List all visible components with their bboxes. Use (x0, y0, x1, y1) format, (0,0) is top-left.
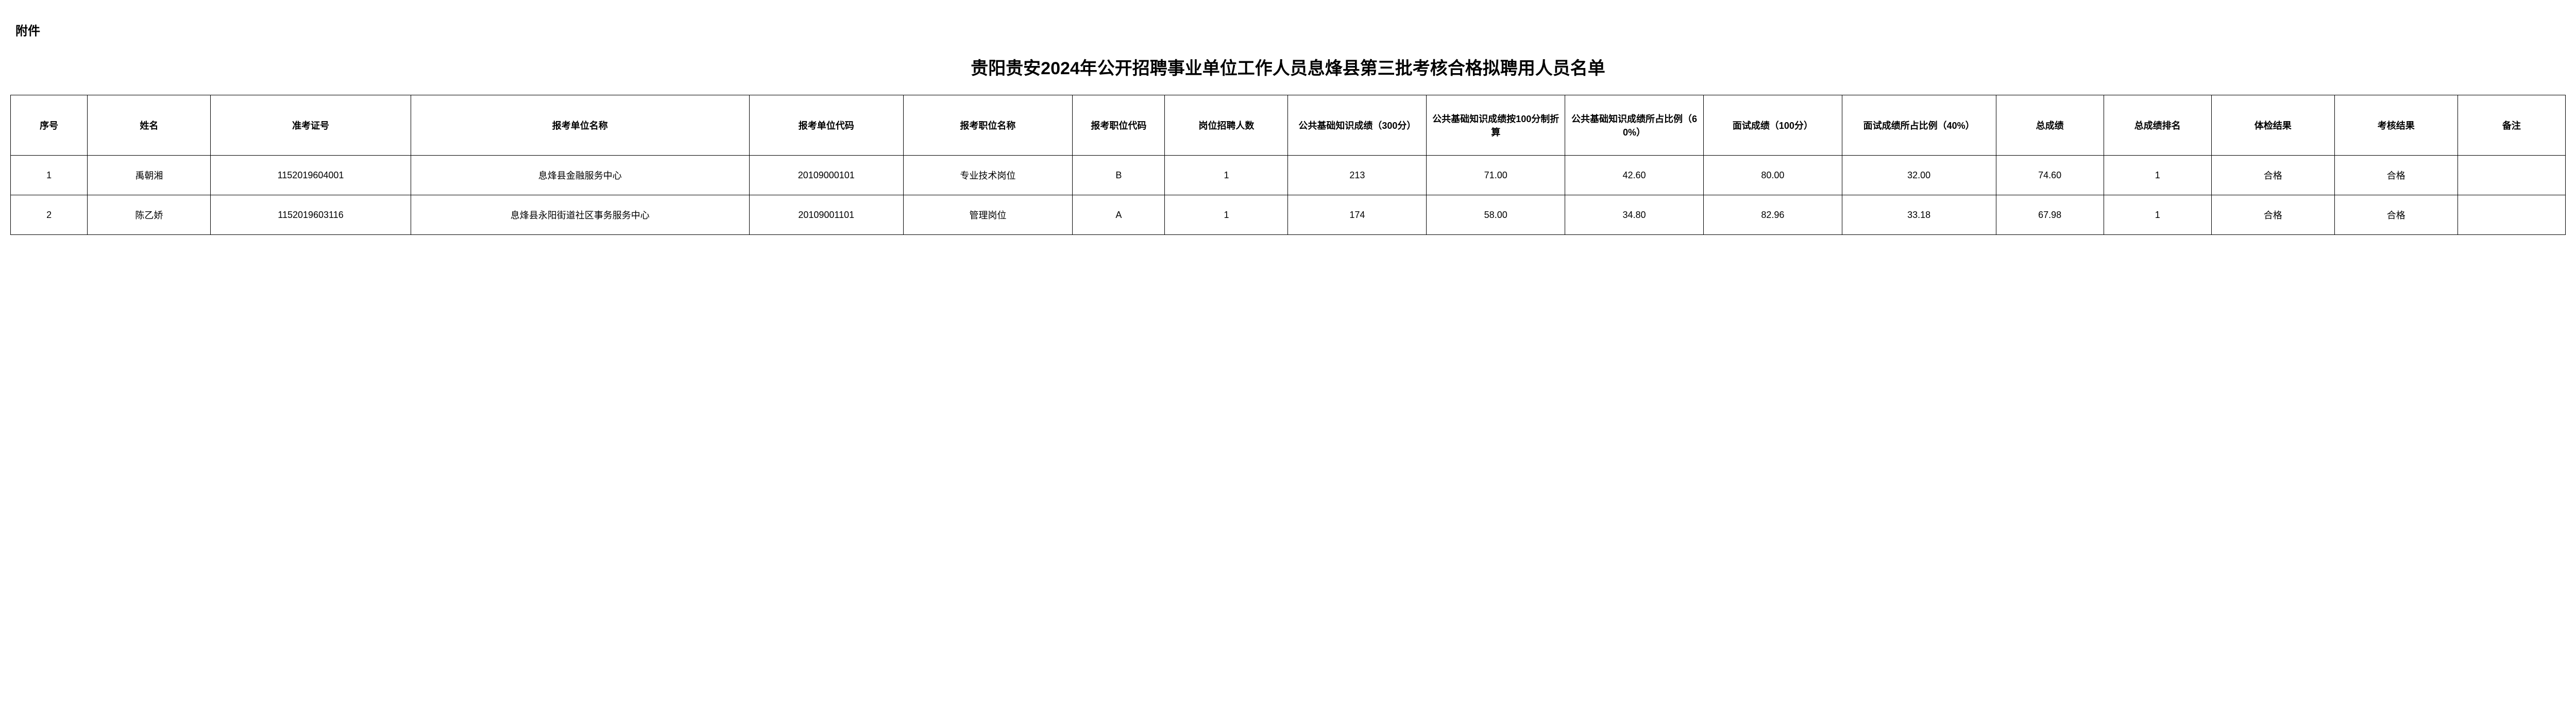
cell-ticket: 1152019604001 (211, 156, 411, 195)
cell-score300: 174 (1288, 195, 1427, 235)
cell-name: 陈乙娇 (88, 195, 211, 235)
cell-assess: 合格 (2334, 195, 2458, 235)
col-total: 总成绩 (1996, 95, 2104, 156)
cell-unit: 息烽县金融服务中心 (411, 156, 749, 195)
col-unit: 报考单位名称 (411, 95, 749, 156)
col-recruit: 岗位招聘人数 (1165, 95, 1288, 156)
cell-ratio40: 32.00 (1842, 156, 1996, 195)
cell-total: 74.60 (1996, 156, 2104, 195)
cell-assess: 合格 (2334, 156, 2458, 195)
table-row: 1 禹朝湘 1152019604001 息烽县金融服务中心 2010900010… (11, 156, 2566, 195)
table-row: 2 陈乙娇 1152019603116 息烽县永阳街道社区事务服务中心 2010… (11, 195, 2566, 235)
cell-score100conv: 71.00 (1427, 156, 1565, 195)
cell-score300: 213 (1288, 156, 1427, 195)
cell-seq: 1 (11, 156, 88, 195)
page-title: 贵阳贵安2024年公开招聘事业单位工作人员息烽县第三批考核合格拟聘用人员名单 (10, 54, 2566, 79)
col-score300: 公共基础知识成绩（300分） (1288, 95, 1427, 156)
cell-unit: 息烽县永阳街道社区事务服务中心 (411, 195, 749, 235)
col-physical: 体检结果 (2211, 95, 2334, 156)
cell-unitcode: 20109000101 (749, 156, 903, 195)
attachment-label: 附件 (15, 21, 2566, 39)
cell-posname: 管理岗位 (903, 195, 1073, 235)
cell-remark (2458, 156, 2565, 195)
col-poscode: 报考职位代码 (1073, 95, 1165, 156)
cell-remark (2458, 195, 2565, 235)
col-rank: 总成绩排名 (2104, 95, 2211, 156)
cell-physical: 合格 (2211, 156, 2334, 195)
col-unitcode: 报考单位代码 (749, 95, 903, 156)
col-assess: 考核结果 (2334, 95, 2458, 156)
cell-interview: 82.96 (1703, 195, 1842, 235)
col-ratio60: 公共基础知识成绩所占比例（60%） (1565, 95, 1704, 156)
col-ticket: 准考证号 (211, 95, 411, 156)
cell-physical: 合格 (2211, 195, 2334, 235)
cell-recruit: 1 (1165, 156, 1288, 195)
cell-ratio60: 42.60 (1565, 156, 1704, 195)
col-score100conv: 公共基础知识成绩按100分制折算 (1427, 95, 1565, 156)
col-interview: 面试成绩（100分） (1703, 95, 1842, 156)
table-header-row: 序号 姓名 准考证号 报考单位名称 报考单位代码 报考职位名称 报考职位代码 岗… (11, 95, 2566, 156)
cell-poscode: B (1073, 156, 1165, 195)
roster-table: 序号 姓名 准考证号 报考单位名称 报考单位代码 报考职位名称 报考职位代码 岗… (10, 95, 2566, 235)
cell-ratio60: 34.80 (1565, 195, 1704, 235)
cell-total: 67.98 (1996, 195, 2104, 235)
cell-recruit: 1 (1165, 195, 1288, 235)
col-name: 姓名 (88, 95, 211, 156)
cell-rank: 1 (2104, 195, 2211, 235)
cell-score100conv: 58.00 (1427, 195, 1565, 235)
cell-name: 禹朝湘 (88, 156, 211, 195)
cell-ticket: 1152019603116 (211, 195, 411, 235)
col-ratio40: 面试成绩所占比例（40%） (1842, 95, 1996, 156)
cell-ratio40: 33.18 (1842, 195, 1996, 235)
cell-poscode: A (1073, 195, 1165, 235)
cell-posname: 专业技术岗位 (903, 156, 1073, 195)
cell-seq: 2 (11, 195, 88, 235)
col-seq: 序号 (11, 95, 88, 156)
col-remark: 备注 (2458, 95, 2565, 156)
cell-rank: 1 (2104, 156, 2211, 195)
col-posname: 报考职位名称 (903, 95, 1073, 156)
cell-unitcode: 20109001101 (749, 195, 903, 235)
cell-interview: 80.00 (1703, 156, 1842, 195)
